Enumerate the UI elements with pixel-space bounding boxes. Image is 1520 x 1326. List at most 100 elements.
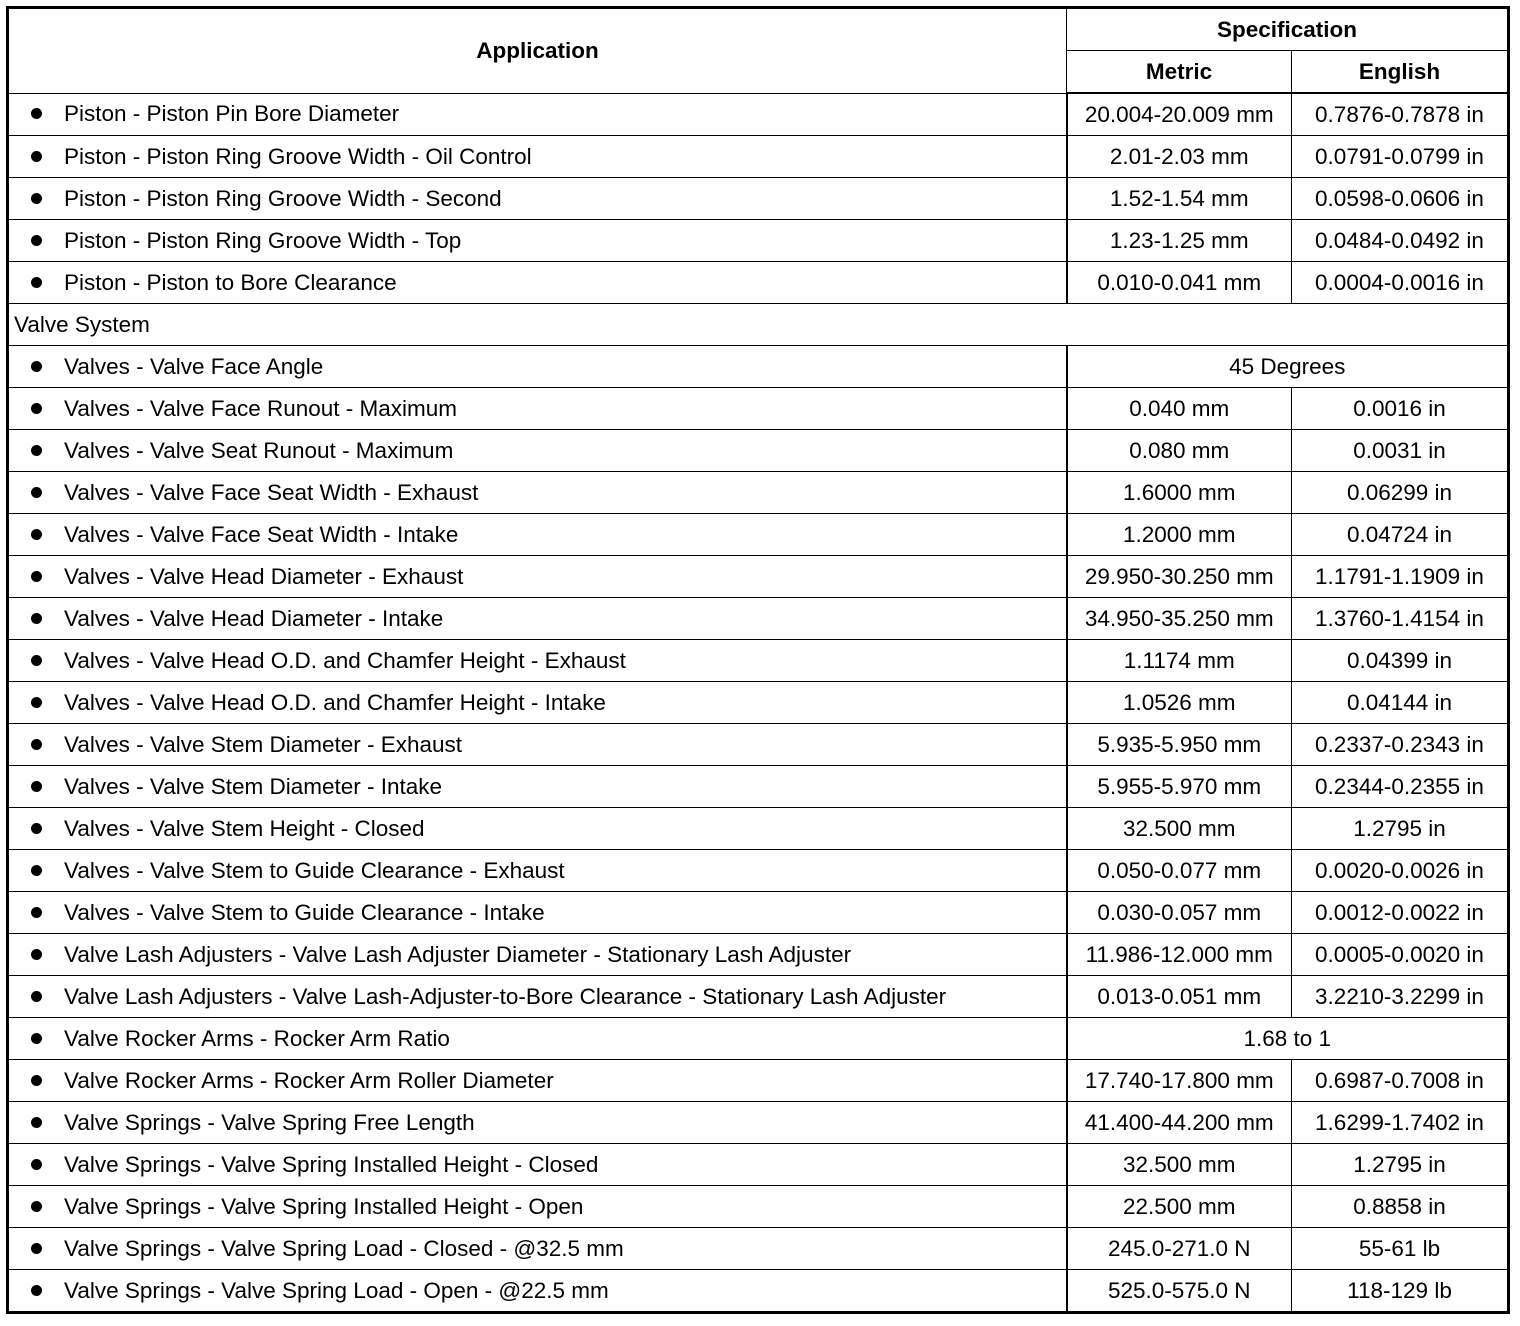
english-cell: 0.2337-0.2343 in <box>1290 723 1510 766</box>
metric-cell: 525.0-575.0 N <box>1065 1269 1292 1313</box>
bullet-icon <box>31 276 42 288</box>
table-row: Valves - Valve Stem to Guide Clearance -… <box>7 891 1510 934</box>
table-row: Piston - Piston to Bore Clearance 0.010-0… <box>7 261 1510 304</box>
metric-cell: 0.030-0.057 mm <box>1065 891 1292 934</box>
table-row: Valve Springs - Valve Spring Load - Open… <box>7 1269 1510 1313</box>
english-cell: 0.0031 in <box>1290 429 1510 472</box>
application-cell: Piston - Piston Ring Groove Width - Oil … <box>7 135 1067 178</box>
metric-cell: 17.740-17.800 mm <box>1065 1059 1292 1102</box>
table-row: Piston - Piston Ring Groove Width - Top 1… <box>7 219 1510 262</box>
table-row: Valves - Valve Head O.D. and Chamfer Hei… <box>7 681 1510 724</box>
table-row: Valves - Valve Face Angle 45 Degrees <box>7 345 1510 388</box>
bullet-icon <box>31 192 42 204</box>
english-cell: 1.6299-1.7402 in <box>1290 1101 1510 1144</box>
bullet-icon <box>31 444 42 456</box>
bullet-icon <box>31 1158 42 1170</box>
table-row: Valves - Valve Stem to Guide Clearance -… <box>7 849 1510 892</box>
english-cell: 0.0020-0.0026 in <box>1290 849 1510 892</box>
metric-cell: 32.500 mm <box>1065 807 1292 850</box>
application-text: Valve Springs - Valve Spring Installed H… <box>64 1193 584 1219</box>
bullet-icon <box>31 696 42 708</box>
application-text: Valves - Valve Face Seat Width - Intake <box>64 521 459 547</box>
table-row: Valves - Valve Stem Diameter - Intake 5.9… <box>7 765 1510 808</box>
specification-cell: 45 Degrees <box>1065 345 1510 388</box>
bullet-icon <box>31 234 42 246</box>
application-text: Valves - Valve Stem Diameter - Exhaust <box>64 731 463 757</box>
application-text: Piston - Piston to Bore Clearance <box>64 269 397 295</box>
english-cell: 0.2344-0.2355 in <box>1290 765 1510 808</box>
english-cell: 0.04144 in <box>1290 681 1510 724</box>
english-cell: 0.0484-0.0492 in <box>1290 219 1510 262</box>
application-cell: Valve Springs - Valve Spring Load - Open… <box>7 1269 1067 1313</box>
metric-cell: 0.080 mm <box>1065 429 1292 472</box>
english-cell: 0.6987-0.7008 in <box>1290 1059 1510 1102</box>
application-text: Valves - Valve Head O.D. and Chamfer Hei… <box>64 647 626 673</box>
metric-cell: 5.955-5.970 mm <box>1065 765 1292 808</box>
bullet-icon <box>31 1200 42 1212</box>
english-cell: 0.0005-0.0020 in <box>1290 933 1510 976</box>
metric-cell: 245.0-271.0 N <box>1065 1227 1292 1270</box>
metric-cell: 41.400-44.200 mm <box>1065 1101 1292 1144</box>
table-row: Valve Rocker Arms - Rocker Arm Ratio 1.68… <box>7 1017 1510 1060</box>
application-cell: Valves - Valve Stem Diameter - Intake <box>7 765 1067 808</box>
application-text: Valve Springs - Valve Spring Load - Clos… <box>64 1235 624 1261</box>
application-text: Valves - Valve Face Seat Width - Exhaust <box>64 479 479 505</box>
application-cell: Valves - Valve Head O.D. and Chamfer Hei… <box>7 681 1067 724</box>
application-text: Valve Lash Adjusters - Valve Lash-Adjust… <box>64 983 947 1009</box>
application-text: Piston - Piston Ring Groove Width - Seco… <box>64 185 502 211</box>
metric-cell: 0.050-0.077 mm <box>1065 849 1292 892</box>
bullet-icon <box>31 822 42 834</box>
metric-cell: 2.01-2.03 mm <box>1065 135 1292 178</box>
english-cell: 0.0791-0.0799 in <box>1290 135 1510 178</box>
application-cell: Valve Rocker Arms - Rocker Arm Roller Di… <box>7 1059 1067 1102</box>
table-row: Valve Springs - Valve Spring Installed H… <box>7 1185 1510 1228</box>
application-text: Valves - Valve Stem Diameter - Intake <box>64 773 443 799</box>
application-cell: Valves - Valve Face Seat Width - Exhaust <box>7 471 1067 514</box>
table-body: Piston - Piston Pin Bore Diameter 20.004-… <box>6 92 1510 1313</box>
application-text: Valves - Valve Stem to Guide Clearance -… <box>64 899 545 925</box>
metric-cell: 0.010-0.041 mm <box>1065 261 1292 304</box>
application-cell: Piston - Piston Ring Groove Width - Top <box>7 219 1067 262</box>
specification-table: Application Specification Metric English… <box>6 6 1511 1314</box>
metric-header: Metric <box>1066 50 1292 94</box>
table-row: Valve Lash Adjusters - Valve Lash-Adjust… <box>7 975 1510 1018</box>
bullet-icon <box>31 1074 42 1086</box>
application-cell: Valve Springs - Valve Spring Installed H… <box>7 1185 1067 1228</box>
application-text: Valve Lash Adjusters - Valve Lash Adjust… <box>64 941 852 967</box>
application-cell: Valve Lash Adjusters - Valve Lash Adjust… <box>7 933 1067 976</box>
application-text: Piston - Piston Pin Bore Diameter <box>64 101 400 127</box>
english-cell: 0.06299 in <box>1290 471 1510 514</box>
application-text: Valves - Valve Stem Height - Closed <box>64 815 425 841</box>
application-cell: Valve Springs - Valve Spring Load - Clos… <box>7 1227 1067 1270</box>
application-cell: Valve Springs - Valve Spring Installed H… <box>7 1143 1067 1186</box>
table-row: Valve Springs - Valve Spring Load - Clos… <box>7 1227 1510 1270</box>
english-cell: 55-61 lb <box>1290 1227 1510 1270</box>
bullet-icon <box>31 486 42 498</box>
application-text: Valves - Valve Head O.D. and Chamfer Hei… <box>64 689 606 715</box>
application-text: Valves - Valve Stem to Guide Clearance -… <box>64 857 565 883</box>
bullet-icon <box>31 1242 42 1254</box>
bullet-icon <box>31 864 42 876</box>
table-row: Valves - Valve Head Diameter - Exhaust 29… <box>7 555 1510 598</box>
english-header: English <box>1290 50 1510 94</box>
bullet-icon <box>31 1032 42 1044</box>
table-row: Valve Rocker Arms - Rocker Arm Roller Di… <box>7 1059 1510 1102</box>
english-cell: 0.0012-0.0022 in <box>1290 891 1510 934</box>
section-title: Valve System <box>6 303 1510 346</box>
application-cell: Piston - Piston Pin Bore Diameter <box>7 92 1067 136</box>
english-cell: 0.0598-0.0606 in <box>1290 177 1510 220</box>
bullet-icon <box>31 948 42 960</box>
application-cell: Valves - Valve Face Angle <box>7 345 1067 388</box>
bullet-icon <box>31 906 42 918</box>
application-cell: Valve Lash Adjusters - Valve Lash-Adjust… <box>7 975 1067 1018</box>
table-row: Valves - Valve Head Diameter - Intake 34.… <box>7 597 1510 640</box>
application-cell: Piston - Piston to Bore Clearance <box>7 261 1067 304</box>
metric-cell: 1.0526 mm <box>1065 681 1292 724</box>
english-cell: 0.0004-0.0016 in <box>1290 261 1510 304</box>
english-cell: 1.2795 in <box>1290 807 1510 850</box>
application-text: Valves - Valve Seat Runout - Maximum <box>64 437 454 463</box>
application-text: Valves - Valve Head Diameter - Exhaust <box>64 563 464 589</box>
metric-cell: 1.52-1.54 mm <box>1065 177 1292 220</box>
english-cell: 0.7876-0.7878 in <box>1290 92 1510 136</box>
application-text: Piston - Piston Ring Groove Width - Top <box>64 227 462 253</box>
